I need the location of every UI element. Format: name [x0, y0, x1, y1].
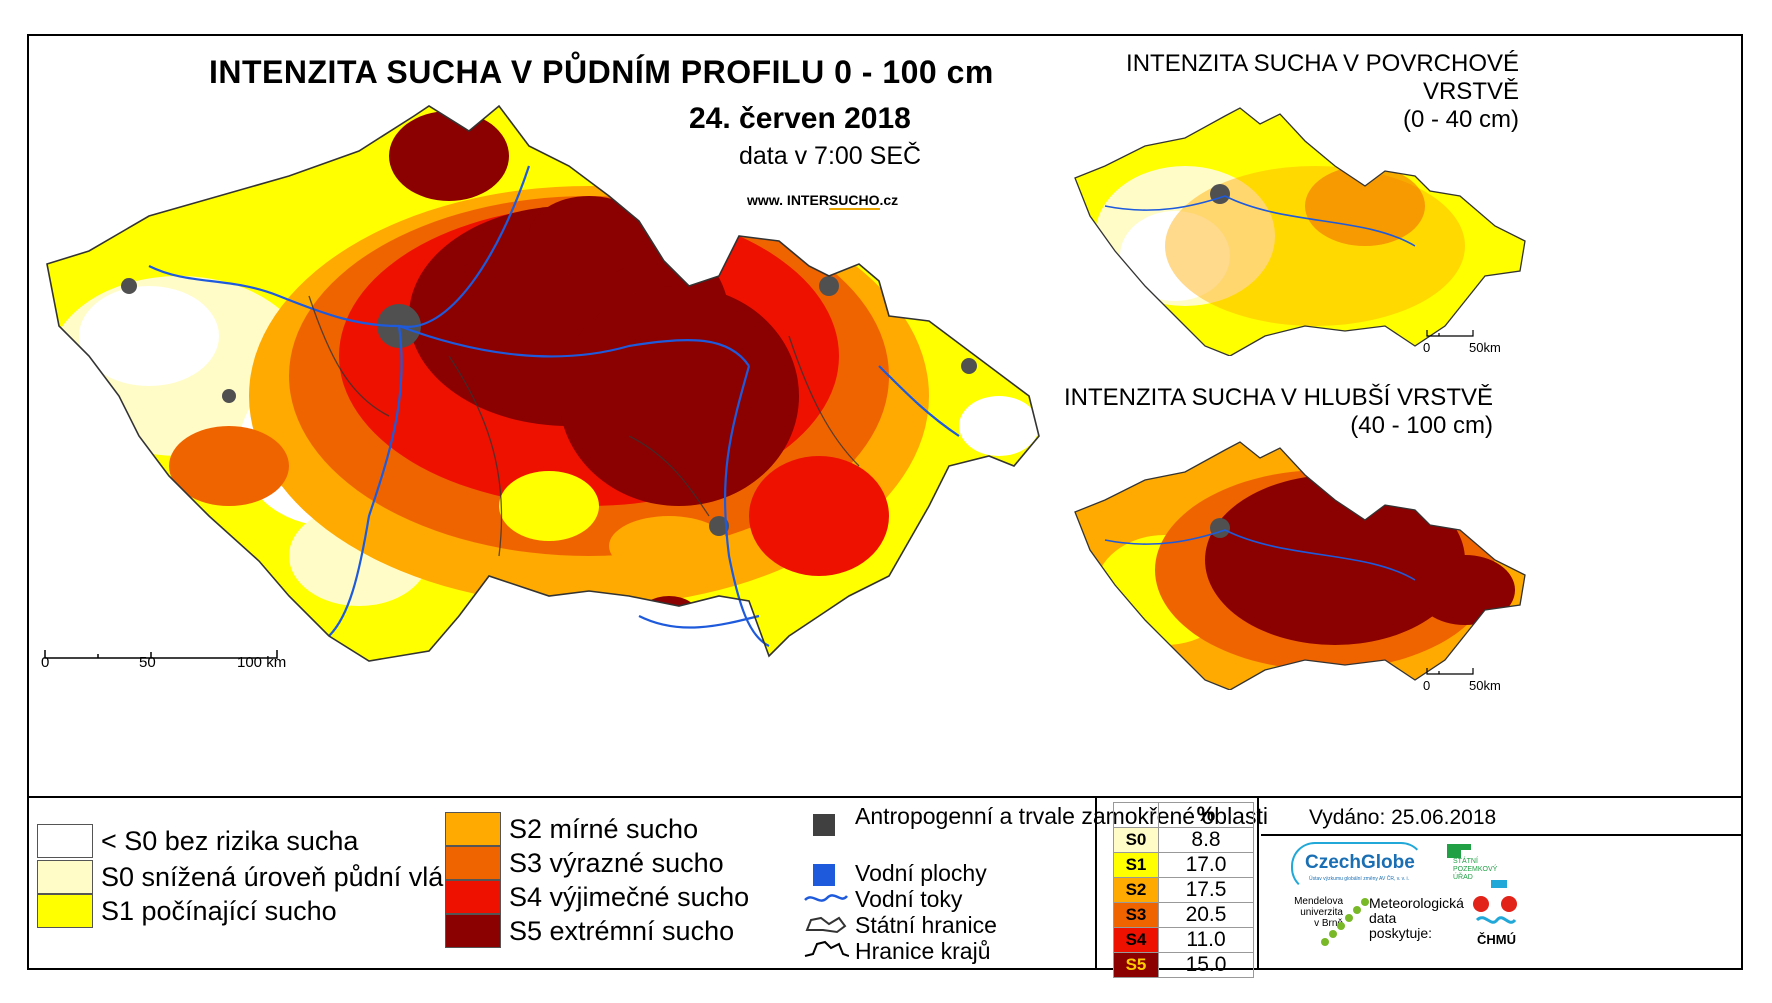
legend-label-s1: S1 počínající sucho: [101, 896, 337, 926]
legend-label-s5: S5 extrémní sucho: [509, 916, 735, 946]
inset-surface-scale-bar: [1426, 330, 1474, 337]
river-line-icon: [804, 894, 848, 902]
region-border-icon: [804, 940, 849, 957]
inset-surface-scale-50: 50km: [1469, 340, 1501, 355]
legend-swatch-s5: [445, 914, 501, 948]
main-scale-bar: [44, 650, 278, 659]
scale-label-100: 100 km: [237, 654, 287, 671]
percent-value-s2: 17.5: [1158, 877, 1254, 903]
legend-label-s4: S4 výjimečné sucho: [509, 882, 750, 912]
legend-swatch-s1: [37, 894, 93, 928]
legend-area: < S0 bez rizika sucha S0 snížená úroveň …: [29, 796, 1741, 978]
issued-date: Vydáno: 25.06.2018: [1309, 806, 1497, 829]
main-map-title: INTENZITA SUCHA V PŮDNÍM PROFILU 0 - 100…: [209, 54, 994, 90]
main-map-date: 24. červen 2018: [689, 102, 911, 135]
inset-deep-title: INTENZITA SUCHA V HLUBŠÍ VRSTVĚ (40 - 10…: [1064, 384, 1493, 439]
blue-square-icon: [813, 864, 835, 886]
inset-surface-scale-0: 0: [1423, 340, 1431, 355]
meteo-provider-text: Meteorologická data poskytuje:: [1369, 895, 1464, 941]
legend-label-below-s0: < S0 bez rizika sucha: [101, 826, 359, 856]
legend-symbol-state-border: Státní hranice: [855, 912, 997, 938]
chmu-logo: ČHMÚ: [1477, 932, 1516, 947]
inset-surface-map: [1074, 107, 1526, 356]
percent-class-s2: S2: [1113, 877, 1159, 903]
czechglobe-logo: CzechGlobe: [1305, 852, 1415, 873]
legend-divider: [1095, 798, 1097, 970]
percent-class-s1: S1: [1113, 852, 1159, 878]
inset-surface-title: INTENZITA SUCHA V POVRCHOVÉ VRSTVĚ (0 - …: [1126, 50, 1519, 133]
legend-swatch-below-s0: [37, 824, 93, 858]
percent-value-s5: 15.0: [1158, 952, 1254, 978]
map-sheet: INTENZITA SUCHA V PŮDNÍM PROFILU 0 - 100…: [27, 34, 1743, 978]
czechglobe-logo-subtitle: Ústav výzkumu globální změny AV ČR, v. v…: [1309, 876, 1410, 882]
legend-divider-2: [1257, 798, 1259, 970]
legend-swatch-s4: [445, 880, 501, 914]
inset-deep-scale-0: 0: [1423, 678, 1431, 693]
percent-class-s4: S4: [1113, 927, 1159, 953]
spu-logo: STÁTNÍ POZEMKOVÝ ÚŘAD: [1453, 858, 1498, 881]
legend-label-s0: S0 snížená úroveň půdní vláhy: [101, 862, 472, 892]
main-map-time: data v 7:00 SEČ: [739, 142, 922, 170]
map-area: INTENZITA SUCHA V PŮDNÍM PROFILU 0 - 100…: [29, 36, 1741, 796]
percent-table-corner: [1113, 802, 1159, 828]
state-border-icon: [805, 916, 847, 934]
percent-value-s0: 8.8: [1158, 827, 1254, 853]
legend-symbol-water-bodies: Vodní plochy: [855, 860, 987, 886]
state-border-outline: [46, 104, 1040, 662]
legend-symbol-region-border: Hranice krajů: [855, 938, 991, 964]
percent-table: % S0 8.8 S1 17.0 S2 17.5 S3 20.5 S4 11.0 S5 15…: [1113, 802, 1254, 978]
inset-deep-map: [1074, 441, 1526, 690]
dark-square-icon: [813, 814, 835, 836]
percent-table-header: %: [1158, 802, 1254, 828]
percent-value-s1: 17.0: [1158, 852, 1254, 878]
spu-logo-mark: [1447, 844, 1461, 858]
percent-value-s3: 20.5: [1158, 902, 1254, 928]
legend-symbol-rivers: Vodní toky: [855, 886, 963, 912]
website-link[interactable]: www. INTERSUCHO.cz: [747, 192, 899, 210]
legend-label-s2: S2 mírné sucho: [509, 814, 699, 844]
percent-class-s3: S3: [1113, 902, 1159, 928]
legend-swatch-s2: [445, 812, 501, 846]
scale-label-0: 0: [41, 654, 50, 671]
mendel-dots-icon: [1321, 898, 1369, 946]
czechglobe-logo-arc: [1291, 842, 1425, 892]
percent-class-s0: S0: [1113, 827, 1159, 853]
chmu-logo-icon: [1473, 880, 1517, 924]
scale-label-50: 50: [139, 654, 156, 671]
inset-deep-scale-bar: [1426, 668, 1474, 675]
percent-class-s5: S5: [1113, 952, 1159, 978]
inset-deep-scale-50: 50km: [1469, 678, 1501, 693]
legend-swatch-s3: [445, 846, 501, 880]
main-drought-map: [46, 104, 1040, 662]
legend-swatch-s0: [37, 860, 93, 894]
spu-logo-mark-2: [1461, 844, 1471, 850]
mendel-logo: Mendelova univerzita v Brně: [1294, 896, 1343, 929]
issued-divider: [1261, 834, 1741, 836]
percent-value-s4: 11.0: [1158, 927, 1254, 953]
legend-label-s3: S3 výrazné sucho: [509, 848, 724, 878]
